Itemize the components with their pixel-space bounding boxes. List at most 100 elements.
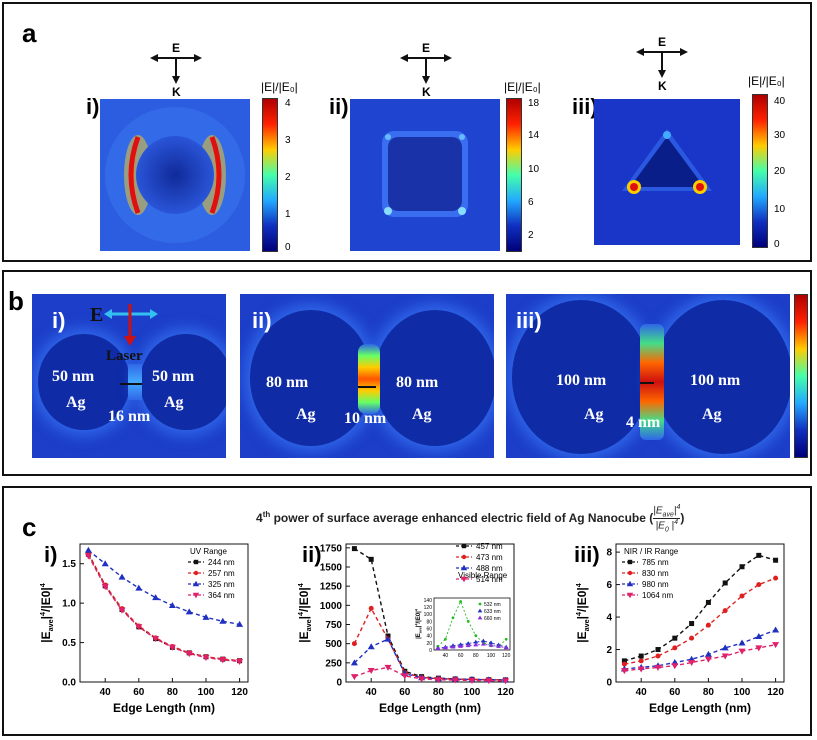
inset-x-tick-label: 40 [443, 653, 449, 659]
panel-c-roman-ii: ii) [302, 542, 322, 567]
dimer-left-size: 80 nm [266, 374, 309, 391]
data-point [466, 619, 470, 623]
x-tick-label: 60 [399, 687, 411, 698]
x-tick-label: 100 [734, 687, 751, 698]
y-tick-label: 0.5 [62, 638, 76, 649]
arrow-e-label-ii: E [422, 41, 430, 55]
x-tick-label: 120 [497, 687, 514, 698]
colorbar-tick: 2 [528, 230, 534, 241]
legend-label: 488 nm [476, 564, 503, 573]
legend-label: 244 nm [208, 558, 235, 567]
data-point [465, 641, 471, 645]
laser-label: Laser [106, 348, 143, 364]
panel-b-roman-i: i) [52, 308, 66, 333]
dimer-right-size: 50 nm [152, 368, 195, 385]
data-point [459, 600, 462, 603]
series-line [87, 555, 240, 663]
data-point [461, 543, 467, 549]
inset-y-tick-label: 100 [424, 612, 433, 618]
x-tick-label: 120 [231, 687, 248, 698]
dimer-right-metal: Ag [412, 406, 432, 423]
colorbar-tick: 10 [774, 204, 786, 215]
data-point [773, 575, 779, 581]
inset-y-tick-label: 20 [426, 641, 432, 647]
panel-a-roman-i: i) [86, 94, 100, 119]
gap-arrow [358, 386, 376, 388]
data-point [84, 553, 92, 560]
y-axis-label: |Eave|4/|E0|4 [38, 583, 55, 642]
legend-label: 325 nm [208, 580, 235, 589]
title-frac-den: |E [655, 520, 665, 532]
inset-series-line [437, 640, 507, 649]
data-point [738, 639, 746, 646]
legend-entry: 980 nm [622, 580, 669, 589]
data-point [621, 661, 627, 667]
data-point [473, 642, 479, 647]
data-point [368, 556, 374, 562]
data-point [755, 645, 763, 652]
data-point [722, 580, 728, 586]
data-point [481, 641, 486, 646]
panel-c: c 4th power of surface average enhanced … [2, 486, 812, 736]
data-point [152, 636, 160, 643]
y-tick-label: 250 [325, 658, 342, 669]
data-point [451, 677, 459, 684]
title-main: power of surface average enhanced electr… [273, 511, 646, 525]
field-map-cube [350, 99, 500, 251]
x-tick-label: 100 [198, 687, 215, 698]
data-point [435, 646, 441, 650]
colorbar-tick: 14 [528, 130, 540, 141]
panel-c-roman-iii: iii) [574, 542, 600, 567]
x-tick-label: 80 [703, 687, 715, 698]
colorbar-tick: 30 [774, 130, 786, 141]
data-point [738, 648, 746, 655]
panel-label-c: c [22, 512, 37, 542]
data-point [350, 659, 358, 666]
panel-a: a i) E K |E|/|E₀| 4 3 2 1 0 ii) [2, 2, 812, 262]
data-point [152, 594, 160, 601]
plot-frame [79, 543, 249, 683]
data-point [434, 677, 442, 684]
colorbar-tick: 4 [285, 98, 291, 109]
field-map-dimer-50nm [32, 294, 226, 458]
data-point [368, 605, 374, 611]
inset-y-tick-label: 60 [426, 626, 432, 632]
series-line [353, 638, 506, 681]
data-point [193, 570, 199, 576]
data-point [219, 617, 227, 624]
inset-y-tick-label: 120 [424, 605, 433, 611]
data-point [101, 584, 109, 591]
x-axis-label: Edge Length (nm) [649, 701, 751, 715]
data-point [458, 644, 463, 648]
legend-entry: 457 nm [456, 542, 503, 551]
polarization-arrow-i: E K [150, 41, 202, 99]
arrow-k-label-ii: K [422, 85, 431, 99]
data-point [671, 663, 679, 670]
gap-label: 16 nm [108, 408, 151, 425]
data-point [384, 635, 392, 642]
x-tick-label: 40 [366, 687, 378, 698]
data-point [450, 644, 456, 649]
data-point [627, 570, 633, 576]
colorbar-tick: 20 [774, 166, 786, 177]
data-point [488, 642, 494, 647]
x-axis-label: Edge Length (nm) [113, 701, 215, 715]
data-point [474, 634, 478, 638]
data-point [485, 678, 493, 685]
data-point [460, 564, 468, 571]
field-map-triangle [594, 99, 740, 245]
data-point [689, 635, 695, 641]
data-point [672, 645, 678, 651]
polarization-arrow-iii: E K [636, 35, 688, 93]
data-point [620, 668, 628, 675]
data-point [84, 546, 92, 553]
data-point [672, 635, 678, 641]
data-point [722, 608, 728, 614]
legend-entry: 1064 nm [622, 591, 673, 600]
series-2 [85, 550, 243, 664]
chart-2: 40 60 80 100 12002505007501000125015001750Ed… [296, 542, 515, 715]
chart-1: 40 60 80 100 120 0.0 0.5 1.0 1.5 Edge Length (nm)… [38, 543, 249, 715]
gap-label: 10 nm [344, 410, 387, 427]
plot-frame [345, 543, 515, 683]
